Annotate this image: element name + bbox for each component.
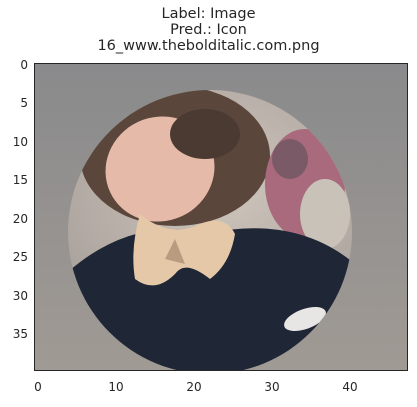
portrait-circle	[68, 90, 352, 370]
thumbnail-image	[35, 64, 407, 370]
title-pred-line: Pred.: Icon	[170, 22, 247, 38]
x-tick-0: 0	[34, 380, 42, 394]
x-tick-20: 20	[186, 380, 202, 394]
y-tick-15: 15	[12, 173, 28, 187]
x-tick-30: 30	[264, 380, 280, 394]
y-tick-25: 25	[12, 250, 28, 264]
title-label-line: Label: Image	[161, 6, 256, 22]
y-tick-0: 0	[20, 58, 28, 72]
y-tick-20: 20	[12, 212, 28, 226]
y-tick-10: 10	[12, 135, 28, 149]
y-tick-30: 30	[12, 289, 28, 303]
y-tick-35: 35	[12, 327, 28, 341]
image-panel	[34, 63, 408, 371]
y-tick-5: 5	[20, 96, 28, 110]
x-tick-10: 10	[108, 380, 124, 394]
x-tick-40: 40	[342, 380, 358, 394]
title-filename-line: 16_www.thebolditalic.com.png	[97, 38, 320, 54]
figure-title: Label: Image Pred.: Icon 16_www.theboldi…	[0, 6, 417, 54]
